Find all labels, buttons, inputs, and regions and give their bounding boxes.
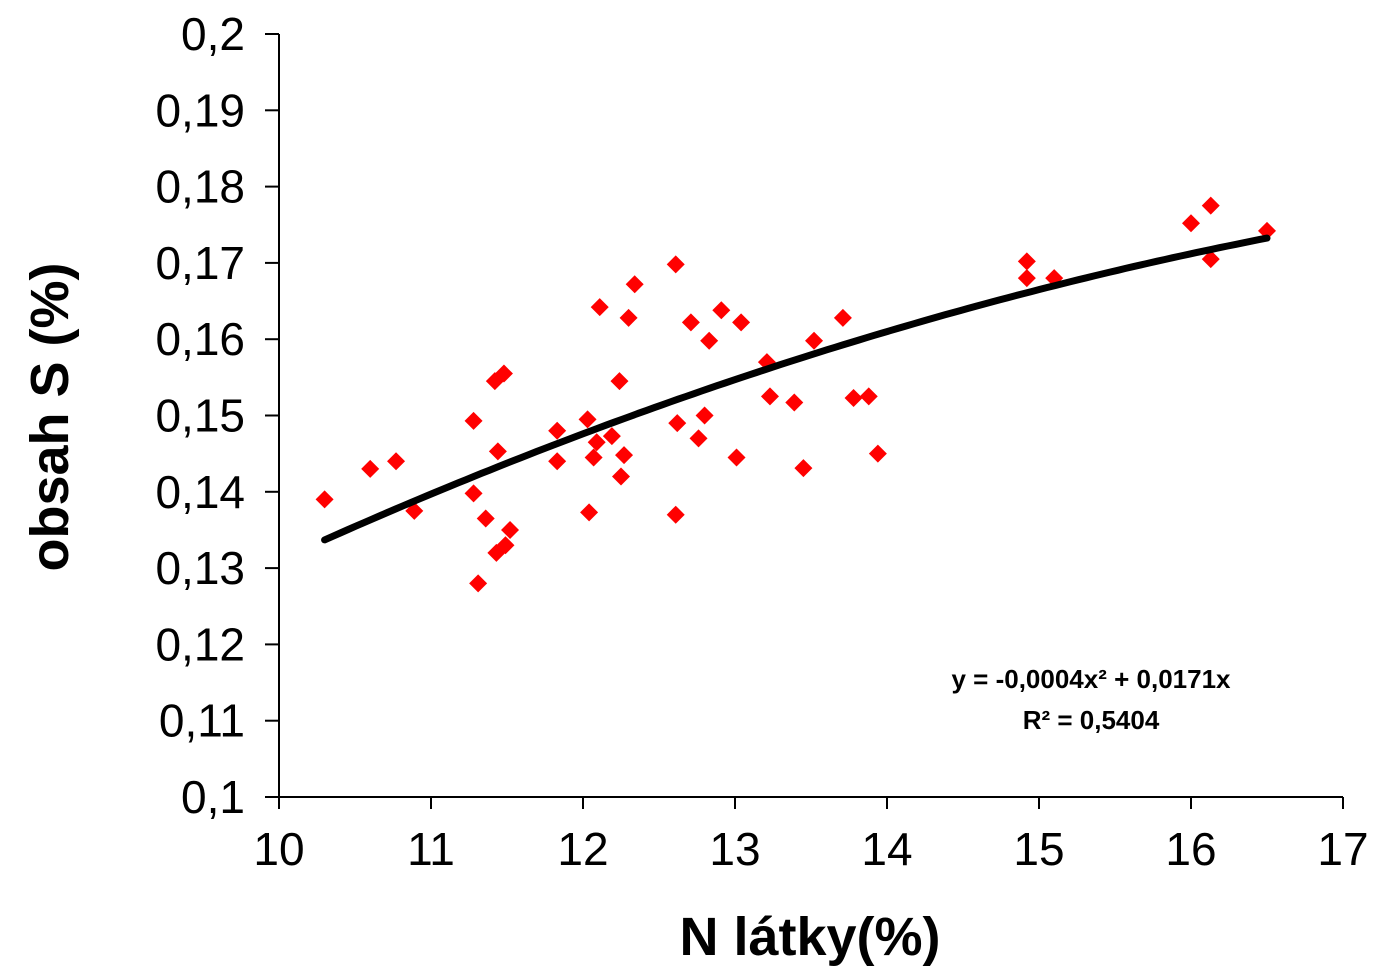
y-tick-label: 0,13 <box>155 542 245 594</box>
data-point <box>488 442 507 461</box>
x-tick-label: 15 <box>1013 823 1064 875</box>
data-point <box>668 414 687 433</box>
plot-area: 0,1 0,11 0,12 0,13 0,14 0,15 0,16 0,17 0,18 0,19 0… <box>155 8 1368 875</box>
data-point <box>625 275 644 294</box>
x-tick-label: 16 <box>1165 823 1216 875</box>
data-point <box>859 387 878 406</box>
data-point <box>615 446 634 465</box>
data-point <box>712 301 731 320</box>
data-point <box>794 459 813 478</box>
data-point <box>610 372 629 391</box>
data-point <box>494 364 513 383</box>
trendline-equation: y = -0,0004x² + 0,0171x <box>951 664 1231 694</box>
x-tick-label: 13 <box>709 823 760 875</box>
data-points <box>315 196 1276 593</box>
y-tick-label: 0,15 <box>155 390 245 442</box>
trendline-r-squared: R² = 0,5404 <box>1023 705 1160 735</box>
data-point <box>666 505 685 524</box>
data-point <box>496 536 515 555</box>
data-point <box>619 308 638 327</box>
y-tick-label: 0,12 <box>155 618 245 670</box>
x-tick-label: 12 <box>557 823 608 875</box>
data-point <box>1182 214 1200 233</box>
data-point <box>587 433 606 452</box>
data-point <box>464 484 483 503</box>
y-tick-label: 0,18 <box>155 161 245 213</box>
y-tick-label: 0,2 <box>181 8 245 60</box>
y-tick-label: 0,19 <box>155 84 245 136</box>
y-tick-label: 0,11 <box>159 695 245 747</box>
x-axis-ticks: 10 11 12 13 14 15 16 17 <box>253 797 1369 875</box>
data-point <box>695 406 714 425</box>
data-point <box>580 503 599 522</box>
data-point <box>464 411 483 430</box>
y-tick-label: 0,16 <box>155 313 245 365</box>
data-point <box>602 427 621 446</box>
data-point <box>1258 221 1276 240</box>
trendline <box>321 234 1271 544</box>
data-point <box>578 410 597 429</box>
data-point <box>844 388 863 407</box>
y-tick-label: 0,14 <box>155 466 245 518</box>
data-point <box>1017 252 1036 271</box>
data-point <box>361 459 380 478</box>
y-tick-label: 0,1 <box>181 771 245 823</box>
x-tick-label: 11 <box>407 823 455 875</box>
data-point <box>387 452 406 471</box>
data-point <box>833 308 852 327</box>
data-point <box>727 448 746 467</box>
data-point <box>612 467 630 486</box>
data-point <box>469 574 488 593</box>
x-tick-label: 14 <box>861 823 912 875</box>
data-point <box>501 520 520 539</box>
x-axis-title: N látky(%) <box>679 907 940 967</box>
data-point <box>805 331 824 350</box>
data-point <box>1201 250 1220 269</box>
data-point <box>584 448 603 467</box>
data-point <box>1201 196 1220 215</box>
data-point <box>548 421 567 440</box>
data-point <box>666 255 685 274</box>
y-tick-label: 0,17 <box>155 237 245 289</box>
y-axis-title: obsah S (%) <box>20 262 80 571</box>
x-tick-label: 10 <box>253 823 304 875</box>
y-axis-ticks: 0,1 0,11 0,12 0,13 0,14 0,15 0,16 0,17 0,18 0,19 0… <box>155 8 279 823</box>
data-point <box>785 393 804 412</box>
data-point <box>700 331 719 350</box>
data-point <box>590 298 609 317</box>
data-point <box>689 429 708 448</box>
data-point <box>315 490 334 509</box>
data-point <box>681 313 700 332</box>
data-point <box>1017 269 1036 288</box>
data-point <box>760 387 779 406</box>
data-point <box>548 452 567 471</box>
data-point <box>732 313 751 332</box>
data-point <box>868 444 887 463</box>
data-point <box>476 509 495 528</box>
x-tick-label: 17 <box>1317 823 1368 875</box>
